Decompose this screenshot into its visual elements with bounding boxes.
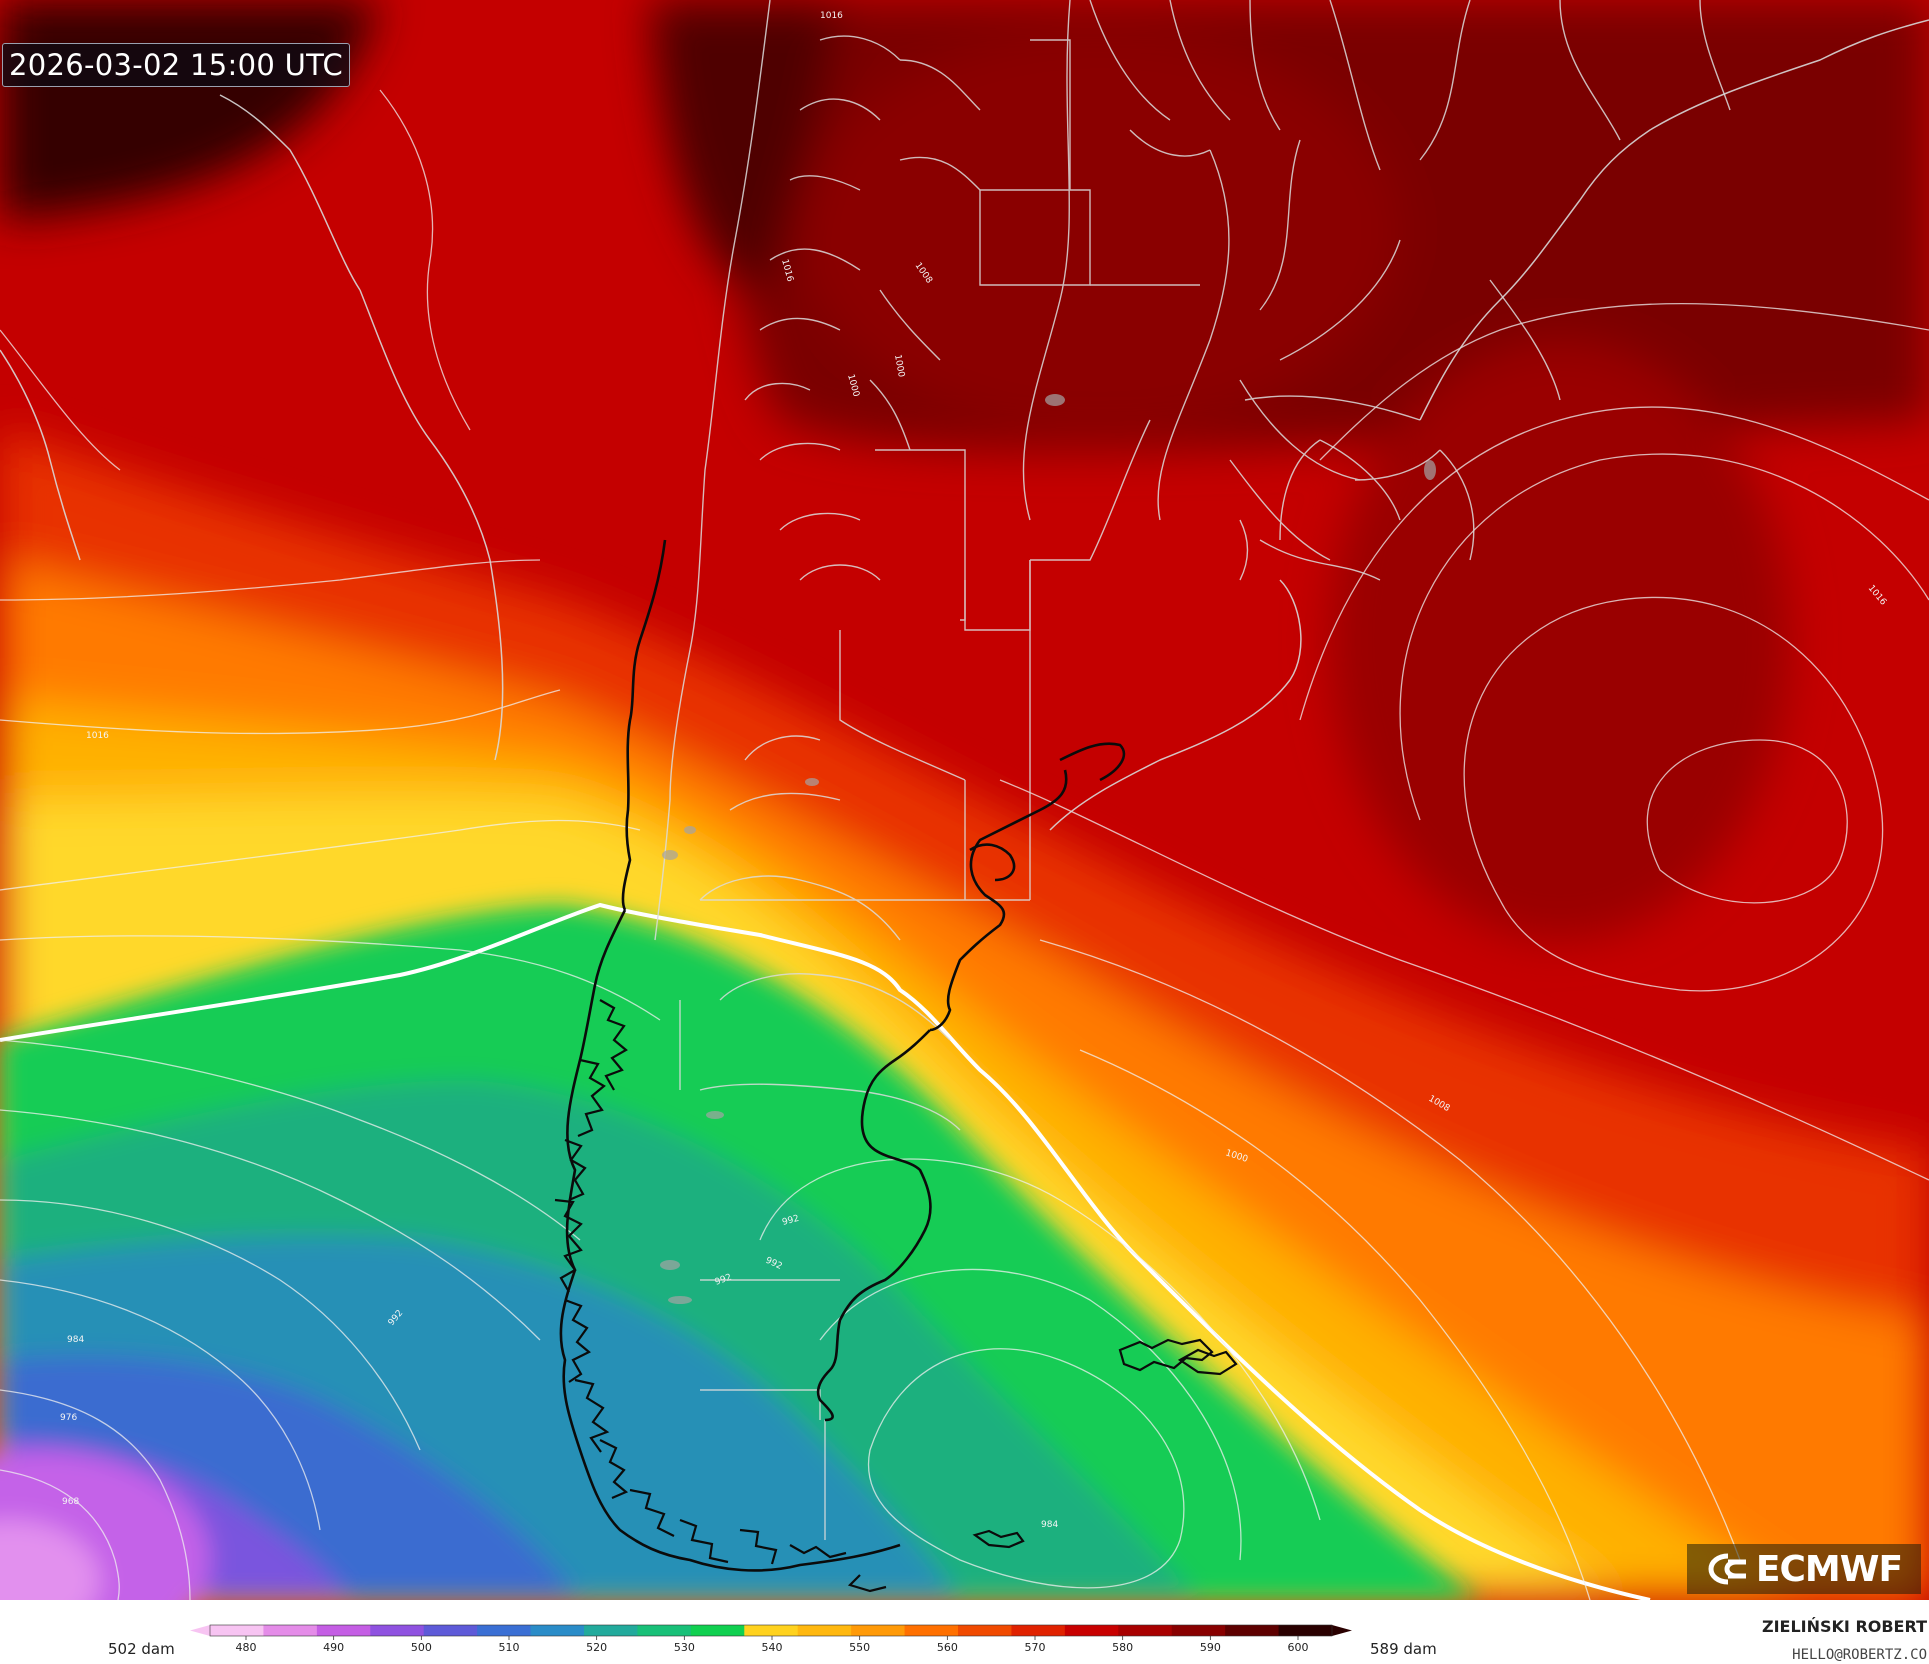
colorbar-swatch [210, 1625, 264, 1636]
isobar-label: 1000 [892, 354, 906, 379]
chilean-archipelago [554, 999, 1238, 1593]
colorbar-tick-label: 580 [1112, 1641, 1133, 1654]
colorbar-tick-label: 510 [499, 1641, 520, 1654]
colorbar-swatch [744, 1625, 799, 1636]
colorbar-tick-label: 590 [1200, 1641, 1221, 1654]
map-canvas: 1016 1016 1016 1000 1000 1008 1016 1008 … [0, 0, 1929, 1600]
colorbar-swatch [1171, 1625, 1226, 1636]
colorbar-outline [209, 1624, 1333, 1637]
colorbar-swatch [584, 1625, 638, 1636]
colorbar-tick-label: 500 [411, 1641, 432, 1654]
colorbar-swatch [316, 1625, 371, 1636]
colorbar-tick-label: 570 [1025, 1641, 1046, 1654]
timestamp-label: 2026-03-02 15:00 UTC [2, 43, 351, 87]
colorbar-left-arrow [190, 1625, 210, 1636]
ecmwf-logo: ECMWF [1687, 1544, 1921, 1594]
colorbar: 480 490 500 510 520 530 540 550 560 570 580 590 600 [190, 1624, 1352, 1654]
colorbar-tick-label: 550 [849, 1641, 870, 1654]
colorbar-swatch [423, 1625, 478, 1636]
isobar-label: 984 [1041, 1520, 1058, 1530]
colorbar-swatch [263, 1625, 318, 1636]
isobar-label: 1016 [86, 731, 109, 741]
isobar-label: 992 [781, 1214, 800, 1228]
isobar-label: 976 [60, 1413, 77, 1423]
colorbar-swatch [958, 1625, 1012, 1636]
colorbar-swatch [637, 1625, 692, 1636]
coastlines [0, 19, 1929, 831]
political-borders [654, 0, 1731, 1540]
southern-coastline [559, 539, 1126, 1572]
legend-min-label: 502 dam [108, 1640, 175, 1658]
colorbar-tick-label: 600 [1288, 1641, 1309, 1654]
ecmwf-logo-text: ECMWF [1755, 1548, 1903, 1590]
colorbar-swatch [530, 1625, 585, 1636]
email-label: HELLO@ROBERTZ.CO [1792, 1647, 1927, 1663]
colorbar-swatch [851, 1625, 906, 1636]
boundary-552-line [0, 902, 1651, 1600]
colorbar-swatch [1278, 1625, 1333, 1636]
colorbar-tick-label: 520 [586, 1641, 607, 1654]
isobar-label: 1016 [820, 11, 843, 21]
colorbar-swatch [370, 1625, 425, 1636]
author-label: ZIELIŃSKI ROBERT [1761, 1617, 1927, 1636]
colorbar-swatch [1011, 1625, 1066, 1636]
lakes [660, 394, 1436, 1304]
ecmwf-logo-icon [1708, 1553, 1746, 1585]
colorbar-swatch [1225, 1625, 1280, 1636]
legend-max-label: 589 dam [1370, 1640, 1437, 1658]
colorbar-tick-label: 540 [762, 1641, 783, 1654]
colorbar-swatch [904, 1625, 959, 1636]
colorbar-swatch [1064, 1625, 1119, 1636]
isobar-label: 984 [67, 1335, 84, 1345]
colorbar-swatch [797, 1625, 852, 1636]
colorbar-right-arrow [1332, 1625, 1352, 1636]
isobar-label: 968 [62, 1497, 79, 1507]
colorbar-tick-label: 490 [323, 1641, 344, 1654]
colorbar-swatch [477, 1625, 532, 1636]
colorbar-tick-label: 560 [937, 1641, 958, 1654]
isobars [0, 89, 1929, 1600]
colorbar-tick-label: 530 [674, 1641, 695, 1654]
colorbar-tick-label: 480 [236, 1641, 257, 1654]
colorbar-swatch [690, 1625, 745, 1636]
geopotential-height-field [0, 0, 1929, 1600]
colorbar-swatch [1118, 1625, 1173, 1636]
